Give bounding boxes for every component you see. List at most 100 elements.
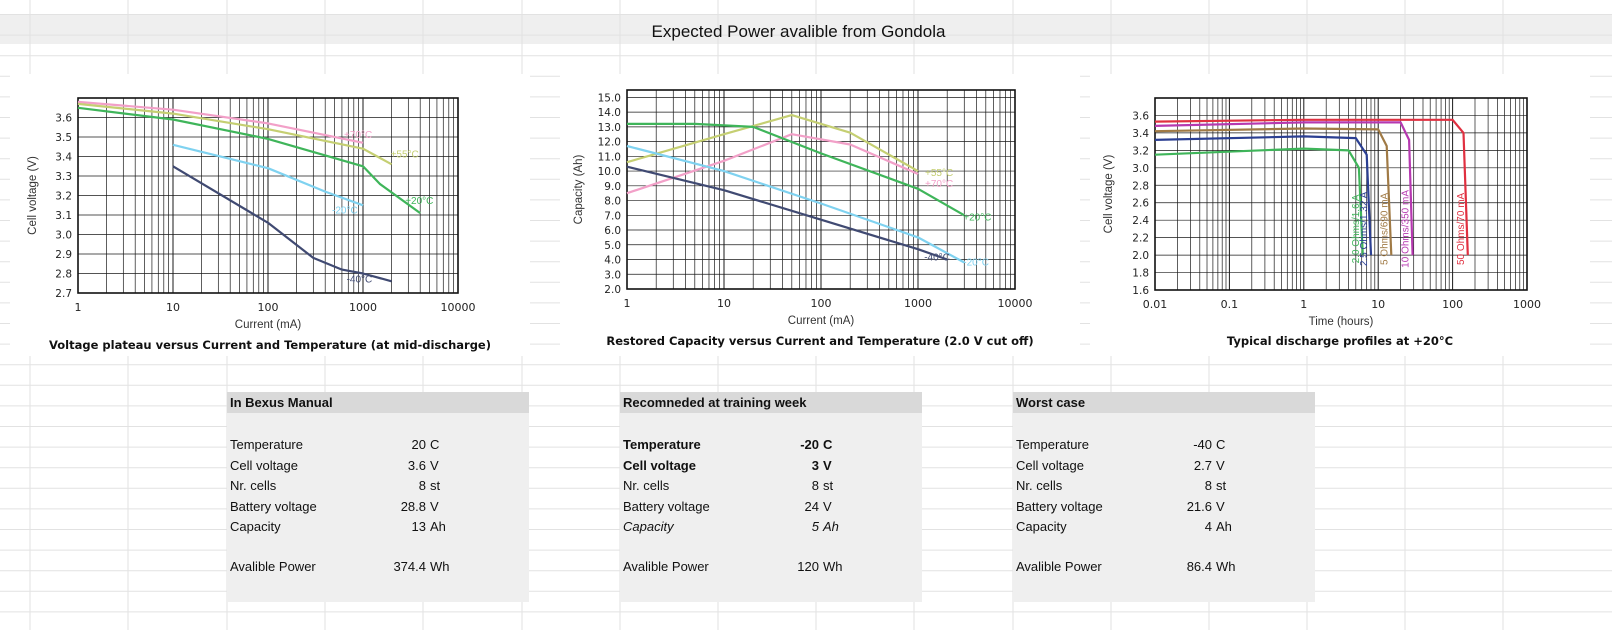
row-unit: st [823,478,834,493]
row-label: Capacity [1016,519,1067,534]
row-label: Nr. cells [623,478,670,493]
row-label: Temperature [1016,437,1089,452]
table-row: Temperature 20 C [227,434,529,455]
row-unit: V [1216,498,1225,514]
series-line [77,100,364,144]
discharge-profile-chart: 2.0 Ohms/1.6 A 2.5 Ohms/1.32 A 5 Ohms/690 … [1090,74,1590,356]
row-shading [620,518,922,539]
row-shading [1013,539,1315,560]
row-label: Cell voltage [623,457,696,473]
series-label: +70°C [344,130,372,141]
row-label: Temperature [230,437,303,452]
row-value: 8 [1204,478,1212,493]
discharge-profile-title: Typical discharge profiles at +20°C [1226,334,1454,348]
table-header: Recomneded at training week [620,392,922,413]
table-row: Capacity 13 Ah [227,516,529,537]
y-tick-label: 2.0 [604,284,621,296]
series-label: -40°C [347,274,373,285]
row-shading [620,455,922,476]
table-row: Capacity 4 Ah [1013,516,1315,537]
row-shading [1013,560,1315,581]
row-shading [227,518,529,539]
row-value: 5 [811,519,819,534]
row-label: Battery voltage [623,498,710,514]
row-value: 8 [418,478,426,493]
series-line [626,144,965,264]
row-label: Avalible Power [230,559,316,574]
plot-frame [1154,97,1528,291]
series-label: 2.5 Ohms/1.32 A [1359,191,1370,266]
x-tick-label: 100 [1442,298,1463,311]
series-line [77,106,421,214]
row-shading [227,581,529,602]
y-tick-label: 4.0 [604,255,621,267]
row-unit: Ah [430,519,446,534]
row-label: Nr. cells [230,478,277,493]
row-unit: V [823,457,832,473]
series-label: -20°C [963,257,989,268]
row-shading [227,560,529,581]
x-tick-label: 1000 [904,297,932,310]
x-axis-label: Current (mA) [235,319,302,331]
table-row: Avalible Power 86.4 Wh [1013,556,1315,577]
chart-gridlines [1154,98,1527,291]
y-tick-label: 3.0 [55,230,72,242]
y-tick-label: 3.1 [55,210,72,222]
x-tick-label: 10 [166,301,180,314]
row-shading [620,434,922,455]
series-line [1154,118,1469,256]
y-tick-label: 2.6 [1132,198,1149,210]
row-value: 21.6 [1186,498,1212,514]
row-unit: V [430,498,439,514]
y-tick-label: 11.0 [598,151,621,163]
row-label: Capacity [623,519,674,534]
x-tick-label: 1 [624,297,631,310]
row-unit: V [430,457,439,473]
row-value: 374.4 [393,559,426,574]
table-header: In Bexus Manual [227,392,529,413]
table-row: Capacity 5 Ah [620,516,922,537]
series-label: +55°C [925,168,953,179]
series-label: +20°C [405,196,433,207]
row-shading [620,413,922,434]
row-unit: Wh [823,559,843,574]
x-tick-label: 10000 [441,301,476,314]
table-row: Nr. cells 8 st [620,475,922,496]
row-unit: Wh [430,559,450,574]
series-line [1154,127,1393,256]
row-shading [1013,581,1315,602]
table-row: Nr. cells 8 st [1013,475,1315,496]
y-tick-label: 3.4 [55,152,72,164]
series-label: +20°C [963,212,991,223]
row-shading [227,413,529,434]
x-tick-label: 1 [75,301,82,314]
row-shading [620,581,922,602]
row-value: 3 [811,457,819,473]
table-worst-case: Worst case Temperature -40 C Cell voltage 2.7… [1013,392,1315,602]
sheet-title: Expected Power avalible from Gondola [651,22,946,41]
row-label: Battery voltage [1016,498,1103,514]
series-label: -40°C [924,253,950,264]
x-tick-label: 10 [1371,298,1385,311]
series-label: -20°C [332,205,358,216]
row-shading [1013,476,1315,497]
row-unit: Wh [1216,559,1236,574]
y-tick-label: 14.0 [598,107,621,119]
y-tick-label: 3.4 [1132,128,1149,140]
table-row: Cell voltage 3 V [620,455,922,476]
series-label: +70°C [925,179,953,190]
row-shading [227,539,529,560]
y-tick-label: 2.8 [1132,180,1149,192]
y-tick-label: 12.0 [598,137,621,149]
row-shading [620,476,922,497]
row-value: -40 [1193,437,1212,452]
row-shading [1013,413,1315,434]
x-tick-label: 0.01 [1143,298,1168,311]
y-tick-label: 7.0 [604,210,621,222]
plot-frame [77,97,459,294]
row-value: 24 [804,498,819,514]
row-shading [227,434,529,455]
voltage-plateau-plot: +70°C +55°C +20°C -20°C -40°C 1 10 100 1000 10000… [27,97,476,331]
y-tick-label: 13.0 [598,122,621,134]
row-shading [620,497,922,518]
